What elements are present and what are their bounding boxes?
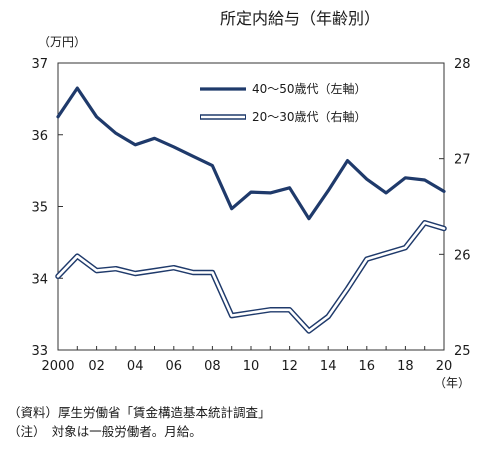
x-tick-label: 04 [127, 359, 144, 374]
left-axis-unit: （万円） [38, 35, 86, 49]
legend-label-40-50s: 40～50歳代（左軸） [252, 81, 367, 96]
x-tick-label: 14 [320, 359, 337, 374]
series-line-20-30s-inner [56, 221, 446, 333]
x-tick-label: 08 [204, 359, 221, 374]
x-tick-label: 18 [397, 359, 414, 374]
plot-area-frame [57, 62, 445, 351]
x-axis-unit: （年） [434, 376, 470, 390]
series-line-20-30s-outer [55, 220, 447, 334]
left-y-tick-label: 36 [31, 129, 48, 144]
source-note: （資料）厚生労働省「賃金構造基本統計調査」 [8, 405, 271, 420]
series-line-40-50s [56, 86, 446, 221]
left-y-tick-label: 35 [31, 201, 48, 216]
x-tick-label: 10 [243, 359, 260, 374]
tick-marks [57, 62, 445, 351]
x-tick-label: 12 [281, 359, 298, 374]
legend: 40～50歳代（左軸） 20～30歳代（右軸） [200, 81, 367, 124]
series-lines [55, 86, 447, 334]
legend-label-20-30s: 20～30歳代（右軸） [252, 109, 367, 124]
x-tick-label: 06 [166, 359, 183, 374]
footnote: （注） 対象は一般労働者。月給。 [8, 424, 202, 439]
x-tick-label: 16 [359, 359, 376, 374]
chart-title: 所定内給与（年齢別） [220, 9, 380, 28]
x-tick-label: 2000 [41, 359, 74, 374]
left-y-tick-label: 33 [31, 344, 48, 359]
left-y-tick-label: 37 [31, 57, 48, 72]
right-y-tick-label: 26 [454, 248, 471, 263]
right-y-tick-label: 25 [454, 344, 471, 359]
right-y-tick-label: 27 [454, 153, 471, 168]
x-tick-label: 02 [88, 359, 105, 374]
left-y-tick-label: 34 [31, 272, 48, 287]
right-y-tick-label: 28 [454, 57, 471, 72]
tick-labels: 2000 02 04 06 08 10 12 14 16 18 20 33 34 35 36 37 25 26 27… [31, 57, 470, 374]
x-tick-label: 20 [436, 359, 453, 374]
